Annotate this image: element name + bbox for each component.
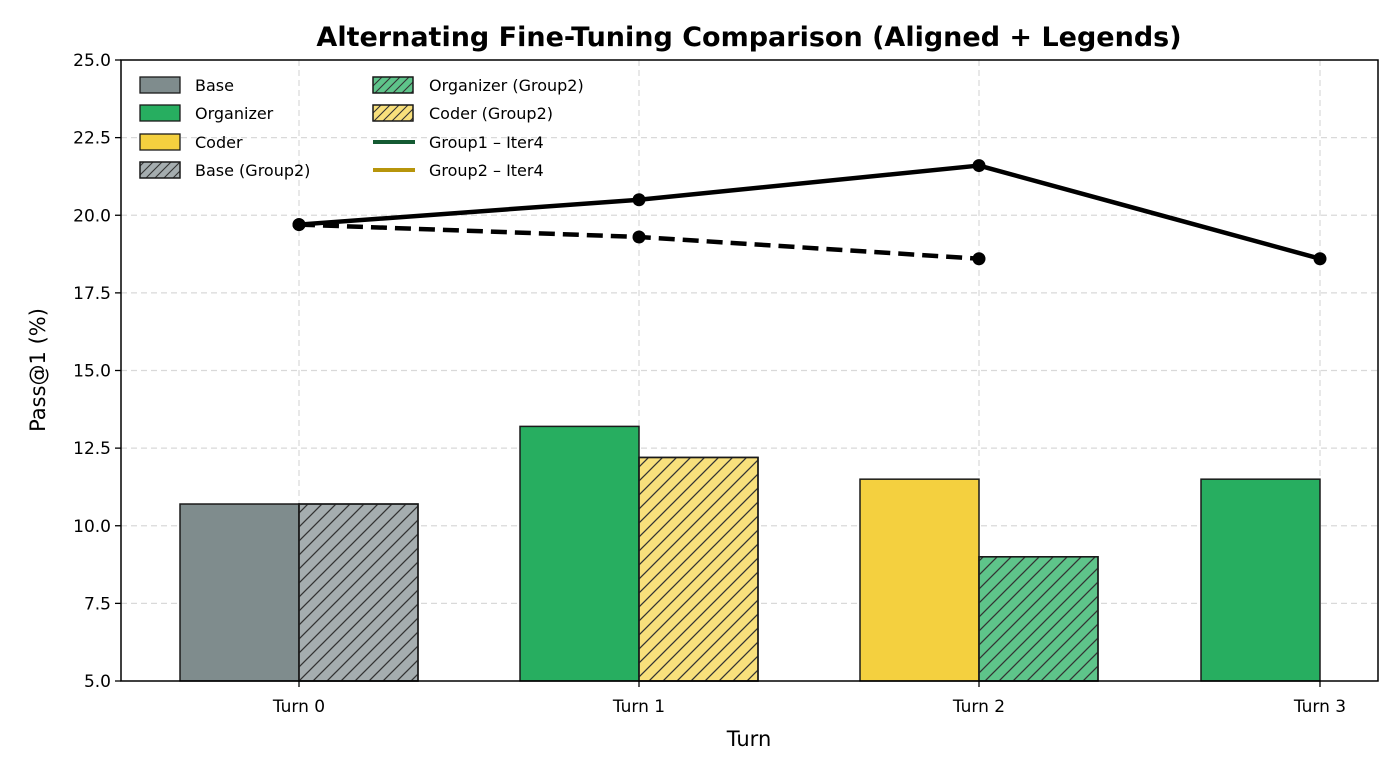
y-tick-label: 15.0 xyxy=(73,362,111,382)
bars xyxy=(179,425,1321,682)
x-axis: Turn 0 Turn 1 Turn 2 Turn 3 xyxy=(272,681,1346,717)
legend-label: Group2 – Iter4 xyxy=(429,161,544,180)
legend-label: Group1 – Iter4 xyxy=(429,133,544,152)
x-tick-label: Turn 1 xyxy=(612,697,665,717)
bar-hatch xyxy=(298,503,419,682)
series-point xyxy=(632,230,646,244)
bar xyxy=(1200,478,1321,682)
x-tick-label: Turn 3 xyxy=(1293,697,1346,717)
legend-swatch xyxy=(139,104,181,122)
series-point xyxy=(292,218,306,232)
chart-title: Alternating Fine-Tuning Comparison (Alig… xyxy=(316,22,1181,53)
series-point xyxy=(632,193,646,207)
series-point xyxy=(1313,252,1327,266)
legend-label: Base (Group2) xyxy=(195,161,310,180)
y-axis: 5.0 7.5 10.0 12.5 15.0 17.5 20.0 22.5 25.0 xyxy=(73,51,121,692)
legend: Base Organizer Coder Base (Group2) Organizer… xyxy=(139,76,584,180)
bar-hatch xyxy=(978,556,1099,682)
bar xyxy=(179,503,300,682)
legend-swatch-hatch xyxy=(372,76,414,94)
y-tick-label: 25.0 xyxy=(73,51,111,71)
legend-label: Coder (Group2) xyxy=(429,104,553,123)
y-tick-label: 22.5 xyxy=(73,129,111,149)
series-point xyxy=(972,252,986,266)
legend-label: Organizer (Group2) xyxy=(429,76,584,95)
legend-swatch xyxy=(139,133,181,151)
legend-label: Coder xyxy=(195,133,243,152)
legend-label: Organizer xyxy=(195,104,274,123)
bar-hatch xyxy=(638,456,759,682)
series-point xyxy=(972,159,986,173)
y-tick-label: 7.5 xyxy=(84,594,111,614)
series-line xyxy=(298,163,1321,261)
legend-swatch xyxy=(139,76,181,94)
legend-swatch-hatch xyxy=(372,104,414,122)
bar xyxy=(519,425,640,682)
lines xyxy=(292,159,1327,266)
y-tick-label: 5.0 xyxy=(84,672,111,692)
y-tick-label: 17.5 xyxy=(73,284,111,304)
y-tick-label: 12.5 xyxy=(73,439,111,459)
x-tick-label: Turn 0 xyxy=(272,697,325,717)
x-tick-label: Turn 2 xyxy=(952,697,1005,717)
y-tick-label: 10.0 xyxy=(73,517,111,537)
x-axis-label: Turn xyxy=(726,727,772,751)
y-axis-label: Pass@1 (%) xyxy=(26,308,50,432)
y-tick-label: 20.0 xyxy=(73,206,111,226)
legend-swatch-hatch xyxy=(139,161,181,179)
bar xyxy=(859,478,980,682)
legend-label: Base xyxy=(195,76,234,95)
